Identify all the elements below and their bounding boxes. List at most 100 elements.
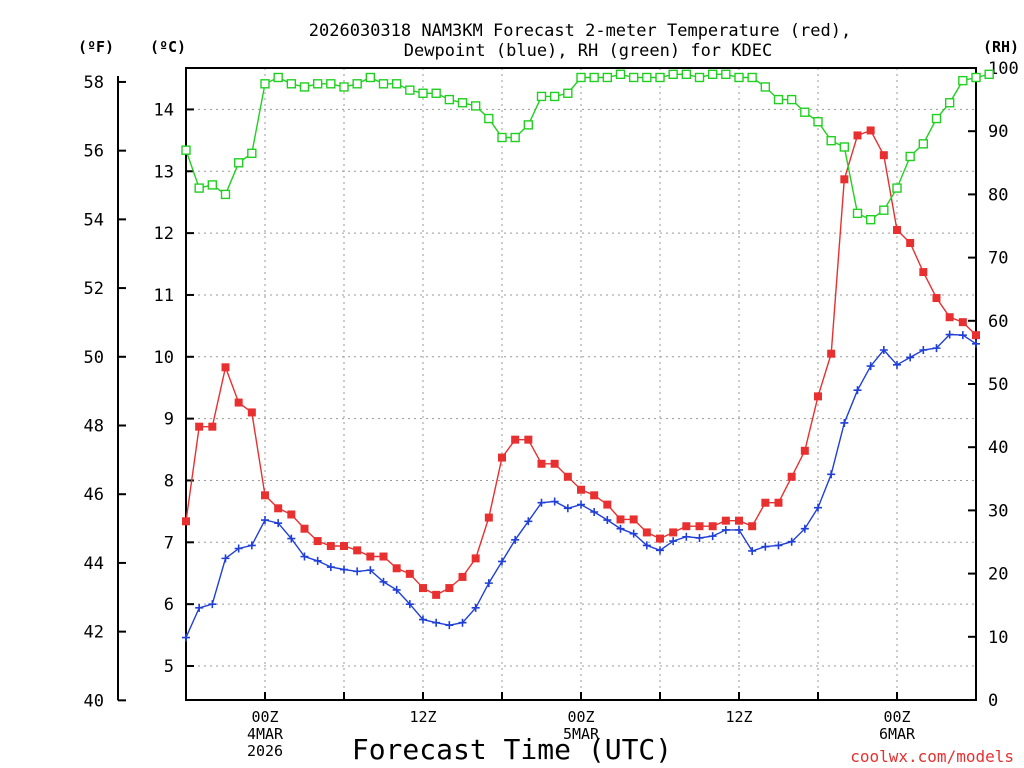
- rh-point: [721, 69, 731, 80]
- rh-tick-label: 30: [988, 501, 1008, 521]
- dewpoint-point: [563, 504, 572, 513]
- 2-meter-temperature-point: [761, 498, 770, 507]
- rh-point: [852, 208, 863, 219]
- dewpoint-point: [906, 353, 915, 362]
- 2-meter-temperature-point: [287, 510, 296, 519]
- x-tick-label: 12Z: [725, 708, 752, 726]
- dewpoint-point: [221, 554, 230, 563]
- 2-meter-temperature-point: [392, 564, 401, 573]
- x-tick-label: 5MAR: [563, 725, 600, 743]
- fahrenheit-tick-label: 44: [84, 554, 104, 574]
- plot-series: [181, 69, 994, 642]
- 2-meter-temperature-point: [261, 491, 269, 500]
- axes: 4042444648505254565856789101112131401020…: [84, 59, 1019, 760]
- x-tick-label: 00Z: [251, 708, 278, 726]
- celsius-tick-label: 13: [154, 162, 174, 182]
- rh-point: [207, 180, 218, 190]
- fahrenheit-tick-label: 42: [84, 623, 104, 643]
- fahrenheit-tick-label: 40: [84, 691, 104, 711]
- rh-tick-label: 10: [988, 628, 1008, 648]
- 2-meter-temperature-point: [247, 408, 256, 417]
- celsius-tick-label: 8: [164, 471, 174, 491]
- rh-point: [312, 79, 323, 89]
- rh-point: [247, 148, 257, 159]
- 2-meter-temperature-point: [814, 392, 822, 401]
- rh-point: [655, 72, 665, 83]
- x-tick-label: 00Z: [883, 708, 910, 726]
- 2-meter-temperature-point: [603, 500, 612, 509]
- celsius-tick-label: 10: [154, 348, 174, 368]
- dewpoint-point: [642, 541, 651, 550]
- dewpoint-point: [511, 535, 520, 544]
- 2-meter-temperature-point: [879, 151, 888, 160]
- rh-tick-label: 100: [988, 59, 1019, 79]
- dewpoint-point: [721, 525, 730, 534]
- dewpoint-point: [471, 603, 480, 612]
- rh-point: [879, 205, 889, 215]
- rh-point: [470, 101, 481, 111]
- 2-meter-temperature-point: [656, 534, 664, 543]
- dewpoint-point: [958, 331, 967, 340]
- dewpoint-point: [313, 556, 322, 565]
- dewpoint-point: [195, 603, 204, 612]
- rh-point: [839, 142, 850, 152]
- dewpoint-point: [366, 566, 375, 575]
- chart-title-line2: Dewpoint (blue), RH (green) for KDEC: [404, 41, 772, 61]
- celsius-tick-label: 9: [164, 410, 174, 430]
- rh-point: [918, 139, 929, 149]
- 2-meter-temperature-point: [550, 459, 559, 468]
- 2-meter-temperature-point: [458, 572, 467, 581]
- dewpoint-point: [735, 525, 743, 534]
- 2-meter-temperature-point: [866, 126, 875, 135]
- dewpoint-point: [629, 529, 638, 538]
- rh-point: [931, 113, 942, 124]
- celsius-tick-label: 12: [154, 224, 174, 244]
- 2-meter-temperature-point: [932, 294, 941, 303]
- rh-point: [813, 117, 823, 127]
- 2-meter-temperature-point: [353, 546, 362, 555]
- 2-meter-temperature-point: [379, 552, 388, 561]
- rh-point: [365, 72, 376, 83]
- rh-point: [602, 72, 613, 83]
- rh-axis-unit: (RH): [983, 38, 1019, 56]
- x-tick-label: 4MAR: [247, 725, 284, 743]
- 2-meter-temperature-point: [642, 528, 651, 537]
- dewpoint-point: [524, 517, 533, 526]
- dewpoint-point: [853, 386, 862, 395]
- credit-text: coolwx.com/models: [850, 747, 1014, 766]
- dewpoint-point: [656, 546, 664, 555]
- x-tick-label: 00Z: [567, 708, 594, 726]
- 2-meter-temperature-point: [419, 584, 427, 593]
- 2-meter-temperature-point: [195, 422, 204, 431]
- dewpoint-point: [708, 532, 717, 541]
- dewpoint-point: [866, 362, 875, 371]
- 2-meter-temperature-point: [511, 435, 520, 444]
- dewpoint-point: [827, 470, 836, 479]
- rh-point: [681, 69, 692, 80]
- rh-point: [707, 69, 718, 80]
- rh-line: [185, 73, 990, 221]
- 2-meter-temperature-point: [721, 516, 730, 525]
- rh-point: [549, 91, 560, 102]
- celsius-tick-label: 6: [164, 595, 174, 615]
- dewpoint-point: [945, 330, 954, 339]
- 2-meter-temperature-point: [498, 453, 506, 462]
- 2-meter-temperature-point: [774, 498, 783, 507]
- dewpoint-point: [445, 621, 454, 630]
- rh-point: [181, 145, 191, 155]
- dewpoint-point: [234, 544, 243, 553]
- rh-point: [786, 94, 797, 105]
- rh-point: [233, 158, 244, 168]
- rh-point: [642, 72, 652, 83]
- rh-point: [563, 88, 573, 98]
- dewpoint-point: [577, 500, 585, 509]
- rh-point: [747, 72, 757, 83]
- rh-point: [760, 82, 771, 92]
- rh-point: [391, 79, 402, 89]
- rh-point: [892, 183, 902, 193]
- 2-meter-temperature-point: [629, 515, 638, 524]
- 2-meter-temperature-point: [840, 175, 849, 184]
- rh-point: [378, 79, 389, 89]
- 2-meter-temperature-point: [432, 590, 441, 599]
- rh-point: [668, 69, 678, 80]
